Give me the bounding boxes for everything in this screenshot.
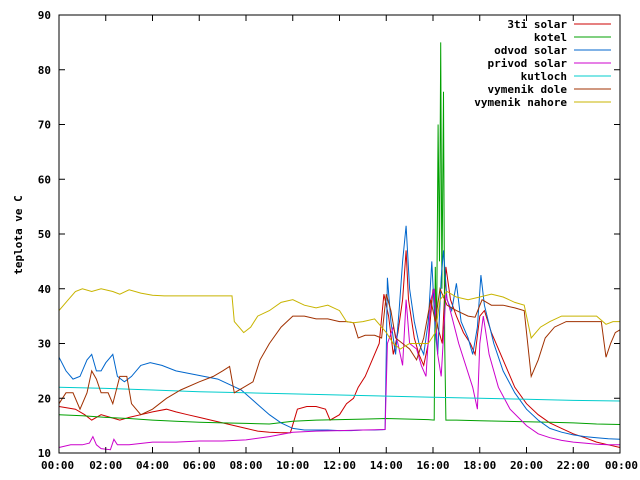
y-axis-title: teplota ve C xyxy=(12,195,25,274)
y-tick-label: 10 xyxy=(38,447,51,460)
x-tick-label: 10:00 xyxy=(276,459,309,472)
x-tick-label: 22:00 xyxy=(557,459,590,472)
legend-entry-label: odvod solar xyxy=(494,44,567,57)
y-tick-label: 40 xyxy=(38,283,51,296)
y-tick-label: 50 xyxy=(38,228,51,241)
x-tick-label: 00:00 xyxy=(605,459,638,472)
series-line-2 xyxy=(58,225,621,440)
x-tick-label: 04:00 xyxy=(136,459,169,472)
series-line-4 xyxy=(58,386,621,402)
y-tick-label: 20 xyxy=(38,392,51,405)
legend-entry-label: 3ti solar xyxy=(507,18,567,31)
y-tick-label: 30 xyxy=(38,338,51,351)
x-tick-label: 16:00 xyxy=(416,459,449,472)
series-line-3 xyxy=(58,288,620,451)
legend-entry-label: vymenik dole xyxy=(488,83,568,96)
x-tick-label: 12:00 xyxy=(323,459,356,472)
x-tick-label: 14:00 xyxy=(370,459,403,472)
series-line-6 xyxy=(58,288,620,350)
y-tick-label: 80 xyxy=(38,64,51,77)
x-tick-label: 06:00 xyxy=(183,459,216,472)
y-tick-label: 60 xyxy=(38,173,51,186)
axis-layer: 10 20 30 40 50 60 70 80 90 00:00 02:00 04:00 06:00 08… xyxy=(38,9,638,472)
legend-entry-label: kotel xyxy=(534,31,567,44)
series-layer xyxy=(58,42,621,451)
legend-entry-label: kutloch xyxy=(521,70,567,83)
x-tick-label: 18:00 xyxy=(463,459,496,472)
x-tick-label: 08:00 xyxy=(229,459,262,472)
x-tick-label: 20:00 xyxy=(510,459,543,472)
legend-entry-label: vymenik nahore xyxy=(474,96,567,109)
y-tick-label: 70 xyxy=(38,119,51,132)
x-tick-label: 02:00 xyxy=(89,459,122,472)
x-tick-label: 00:00 xyxy=(41,459,74,472)
series-line-1 xyxy=(58,42,621,425)
legend-entry-label: privod solar xyxy=(488,57,568,70)
series-line-5 xyxy=(58,286,621,416)
y-tick-label: 90 xyxy=(38,9,51,22)
